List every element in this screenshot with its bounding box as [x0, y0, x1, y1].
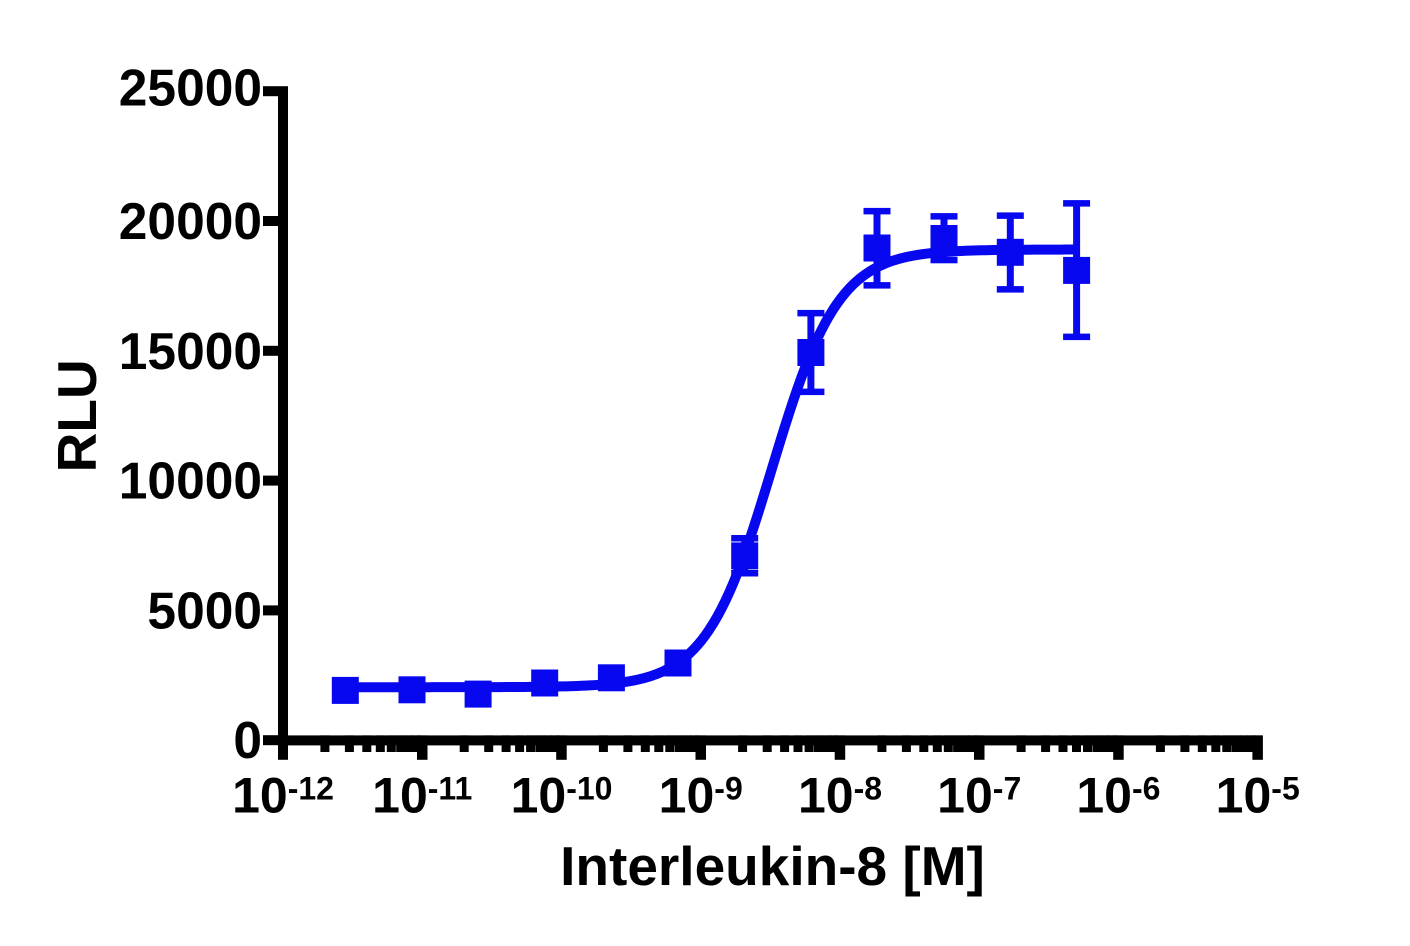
svg-text:25000: 25000 [119, 58, 262, 116]
svg-text:0: 0 [233, 711, 262, 769]
svg-text:5000: 5000 [147, 581, 262, 639]
svg-text:10000: 10000 [119, 452, 262, 510]
svg-text:Interleukin-8 [M]: Interleukin-8 [M] [560, 835, 985, 897]
svg-text:20000: 20000 [119, 192, 262, 250]
svg-text:15000: 15000 [119, 322, 262, 380]
svg-text:RLU: RLU [46, 359, 108, 472]
svg-text:10-6: 10-6 [1076, 768, 1160, 824]
